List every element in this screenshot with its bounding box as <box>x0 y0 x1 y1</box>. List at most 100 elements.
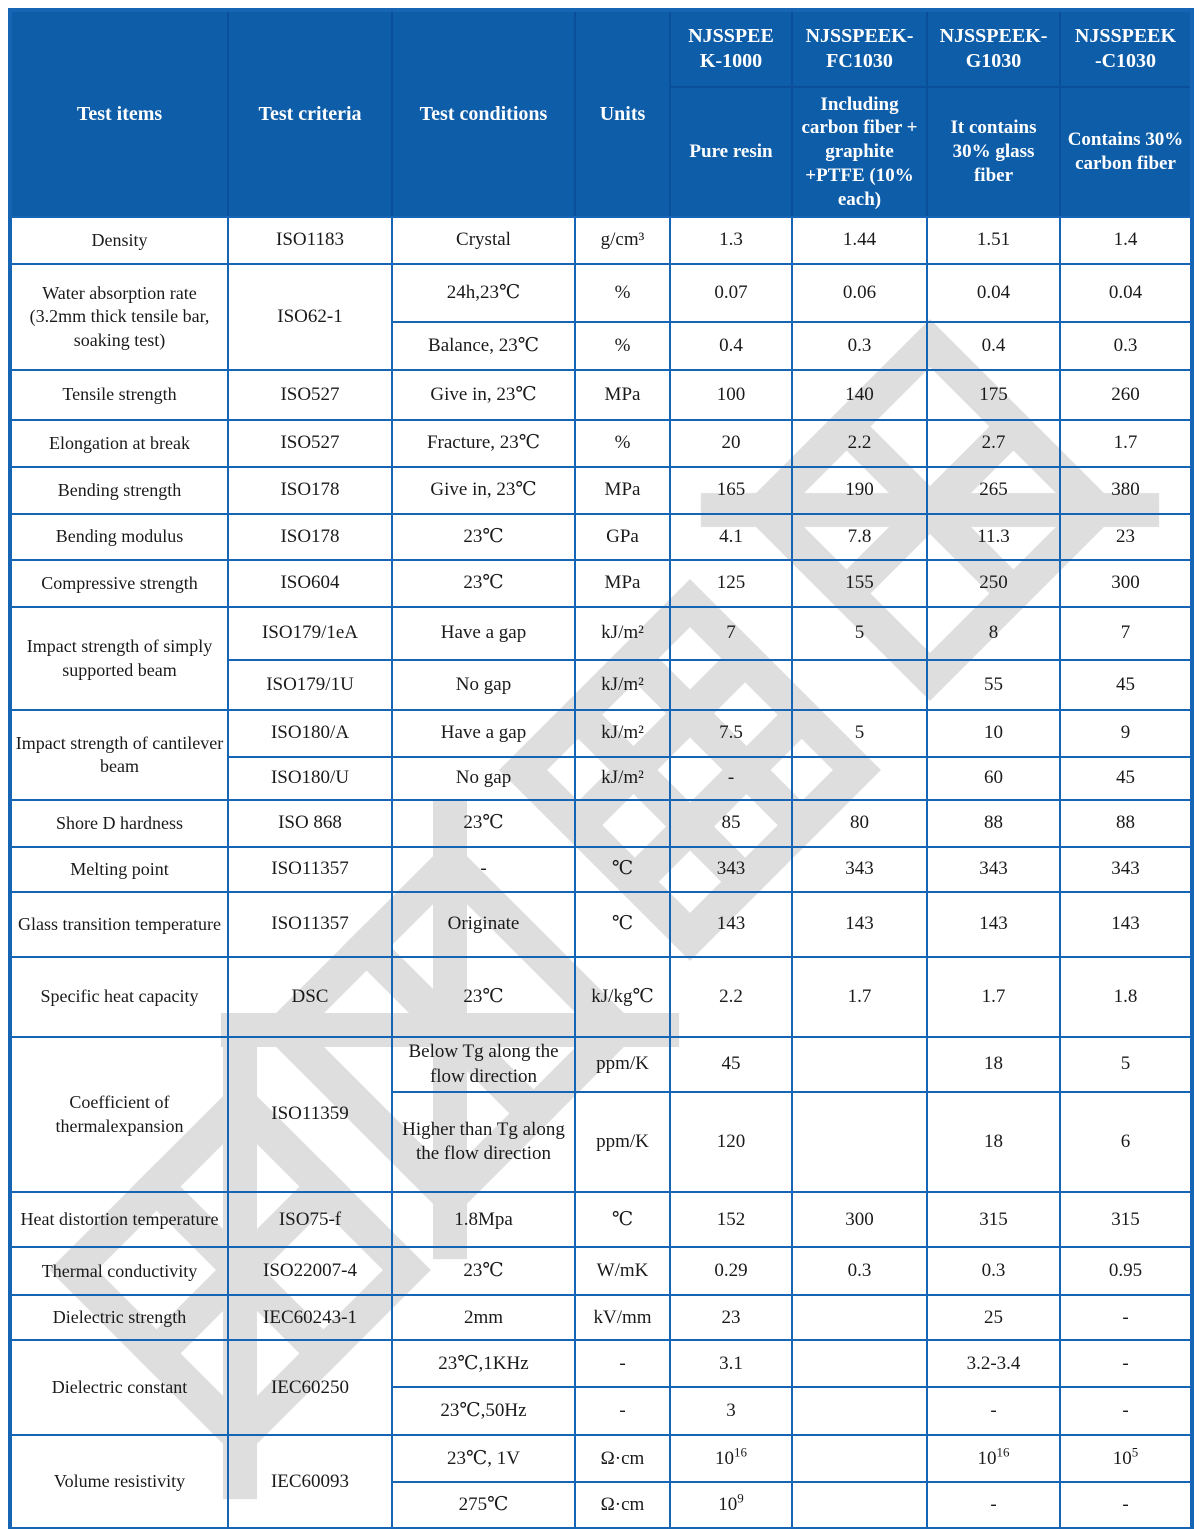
table-cell: 1016 <box>926 1434 1061 1484</box>
table-cell: 2.2 <box>791 419 928 468</box>
table-row: Density ISO1183 Crystal g/cm³ 1.3 1.44 1.51 1.4 <box>9 216 1193 265</box>
table-cell: ISO180/U <box>227 756 393 801</box>
table-cell: 109 <box>669 1481 793 1529</box>
table-cell: 45 <box>669 1035 793 1094</box>
table-cell <box>791 1481 928 1529</box>
table-cell: g/cm³ <box>574 216 671 265</box>
table-cell: 5 <box>791 709 928 758</box>
table-cell: 88 <box>1059 799 1193 848</box>
table-cell: 23℃,1KHz <box>391 1339 576 1389</box>
table-cell: Water absorption rate (3.2mm thick tensi… <box>9 263 229 371</box>
table-row: Volume resistivity IEC60093 23℃, 1V Ω·cm 101… <box>9 1434 1193 1529</box>
table-cell: 3.2-3.4 <box>926 1339 1061 1389</box>
table-cell: 85 <box>669 799 793 848</box>
product-name-line: K-1000 <box>699 50 763 72</box>
table-cell: 105 <box>1059 1434 1193 1484</box>
table-cell: W/mK <box>574 1246 671 1297</box>
table-cell: Impact strength of simply supported beam <box>9 606 229 711</box>
table-cell: ISO178 <box>227 466 393 515</box>
table-cell <box>669 659 793 711</box>
table-cell: Volume resistivity <box>9 1434 229 1529</box>
table-cell: 45 <box>1059 756 1193 801</box>
table-cell: 143 <box>669 891 793 958</box>
table-cell: 80 <box>791 799 928 848</box>
table-cell: 23℃, 1V <box>391 1434 576 1484</box>
table-body: Density ISO1183 Crystal g/cm³ 1.3 1.44 1.51 1.4… <box>9 216 1193 1529</box>
table-cell: ISO178 <box>227 513 393 561</box>
product-description-k1000: Pure resin <box>669 86 793 218</box>
table-cell: 1.8 <box>1059 956 1193 1038</box>
table-cell: 7 <box>1059 606 1193 661</box>
table-cell: ISO62-1 <box>227 263 393 371</box>
table-cell: Dielectric constant <box>9 1339 229 1437</box>
table-cell: 260 <box>1059 369 1193 421</box>
table-cell: ISO179/1eA <box>227 606 393 661</box>
table-cell: ISO180/A <box>227 709 393 758</box>
product-description-c1030: Contains 30% carbon fiber <box>1059 86 1193 218</box>
table-cell: Higher than Tg along the flow direction <box>391 1091 576 1194</box>
table-cell: 1.7 <box>1059 419 1193 468</box>
table-cell: ISO75-f <box>227 1191 393 1249</box>
product-description-g1030: It contains 30% glass fiber <box>926 86 1061 218</box>
table-cell: 23℃ <box>391 513 576 561</box>
table-cell: - <box>669 756 793 801</box>
table-cell: 0.3 <box>791 1246 928 1297</box>
table-cell: kJ/m² <box>574 606 671 661</box>
table-cell: kJ/kg℃ <box>574 956 671 1038</box>
table-cell: 24h,23℃ <box>391 263 576 323</box>
table-cell: Melting point <box>9 846 229 893</box>
table-cell: 23℃ <box>391 1246 576 1297</box>
table-cell: Balance, 23℃ <box>391 321 576 371</box>
table-row: Specific heat capacity DSC 23℃ kJ/kg℃ 2.2 1.7… <box>9 956 1193 1038</box>
product-name-line: G1030 <box>965 50 1022 72</box>
table-cell: - <box>926 1481 1061 1529</box>
table-cell: 315 <box>1059 1191 1193 1249</box>
table-cell: % <box>574 419 671 468</box>
product-name-line: NJSSPEEK- <box>939 25 1048 47</box>
table-cell: IEC60250 <box>227 1339 393 1437</box>
table-cell: kJ/m² <box>574 709 671 758</box>
table-cell: Below Tg along the flow direction <box>391 1035 576 1094</box>
table-cell: 23℃ <box>391 559 576 608</box>
table-cell: % <box>574 263 671 323</box>
table-cell: ISO11357 <box>227 846 393 893</box>
table-cell <box>791 756 928 801</box>
table-cell: ISO527 <box>227 369 393 421</box>
table-cell: ISO179/1U <box>227 659 393 711</box>
table-cell: - <box>1059 1294 1193 1342</box>
table-cell: kJ/m² <box>574 756 671 801</box>
table-cell: Fracture, 23℃ <box>391 419 576 468</box>
table-cell: 275℃ <box>391 1481 576 1529</box>
table-cell: ppm/K <box>574 1091 671 1194</box>
table-cell: 7.5 <box>669 709 793 758</box>
table-cell: ISO604 <box>227 559 393 608</box>
table-cell: Coefficient of thermalexpansion <box>9 1035 229 1194</box>
table-cell: 1.8Mpa <box>391 1191 576 1249</box>
table-cell: 152 <box>669 1191 793 1249</box>
table-row: Bending strength ISO178 Give in, 23℃ MPa 165… <box>9 466 1193 515</box>
table-cell: Give in, 23℃ <box>391 466 576 515</box>
table-cell: Dielectric strength <box>9 1294 229 1342</box>
table-cell: 9 <box>1059 709 1193 758</box>
material-properties-table: Test items Test criteria Test conditions… <box>8 8 1194 1529</box>
product-header-c1030: NJSSPEEK -C1030 <box>1059 9 1193 88</box>
table-row: Dielectric strength IEC60243-1 2mm kV/mm 23 2… <box>9 1294 1193 1342</box>
product-name-line: NJSSPEE <box>688 25 774 47</box>
table-cell: 0.4 <box>669 321 793 371</box>
table-cell: ppm/K <box>574 1035 671 1094</box>
table-cell: 2mm <box>391 1294 576 1342</box>
table-cell: 343 <box>1059 846 1193 893</box>
table-cell: MPa <box>574 369 671 421</box>
table-row: Heat distortion temperature ISO75-f 1.8Mpa… <box>9 1191 1193 1249</box>
table-cell: Have a gap <box>391 606 576 661</box>
table-row: Dielectric constant IEC60250 23℃,1KHz -3.1 3… <box>9 1339 1193 1437</box>
table-cell: kV/mm <box>574 1294 671 1342</box>
table-cell: 3.1 <box>669 1339 793 1389</box>
table-cell: Tensile strength <box>9 369 229 421</box>
table-row: Thermal conductivity ISO22007-4 23℃ W/mK 0.2… <box>9 1246 1193 1297</box>
table-cell: ISO11357 <box>227 891 393 958</box>
table-cell: 1.7 <box>791 956 928 1038</box>
table-row: Bending modulus ISO178 23℃ GPa 4.1 7.8 11.3 23 <box>9 513 1193 561</box>
table-cell: ISO11359 <box>227 1035 393 1194</box>
table-cell: ℃ <box>574 1191 671 1249</box>
